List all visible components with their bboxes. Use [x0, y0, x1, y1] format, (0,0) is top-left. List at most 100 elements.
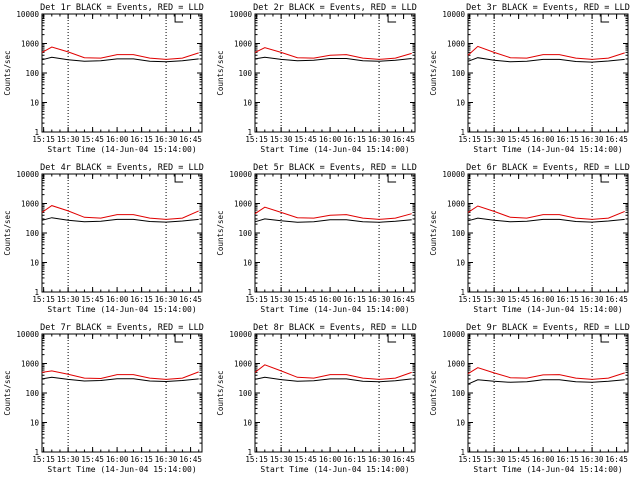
y-tick-label: 10000: [229, 330, 252, 339]
plot-frame: [41, 333, 203, 453]
lld-series-line: [467, 367, 625, 380]
lld-series-line: [254, 47, 412, 60]
y-tick-label: 10000: [442, 10, 465, 19]
detector-plot-6: Det 6r BLACK = Events, RED = LLD 1 10 100 10…: [429, 163, 630, 314]
y-tick-label: 1000: [447, 40, 466, 49]
y-axis-label: Counts/sec: [216, 50, 225, 95]
plot-frame: [254, 333, 416, 453]
x-tick-label: 16:45: [392, 455, 415, 464]
x-tick-label: 16:15: [343, 295, 366, 304]
detector-plot-8: Det 8r BLACK = Events, RED = LLD 1 10 100 10…: [216, 323, 417, 474]
x-tick-label: 15:45: [294, 295, 317, 304]
plot-frame: [467, 13, 629, 133]
x-tick-label: 15:45: [507, 455, 530, 464]
x-tick-label: 15:45: [507, 135, 530, 144]
x-tick-label: 15:30: [483, 135, 506, 144]
events-series-line: [467, 379, 625, 385]
y-axis-label: Counts/sec: [3, 370, 12, 415]
top-bracket-marker: [174, 174, 184, 183]
x-tick-label: 16:15: [556, 455, 579, 464]
x-axis-label: Start Time (14-Jun-04 15:14:00): [260, 145, 409, 154]
y-tick-label: 1: [34, 448, 39, 457]
y-tick-label: 1000: [21, 200, 40, 209]
y-tick-label: 1: [34, 288, 39, 297]
x-axis-label: Start Time (14-Jun-04 15:14:00): [260, 465, 409, 474]
x-tick-label: 16:30: [155, 295, 178, 304]
x-tick-label: 15:30: [483, 455, 506, 464]
x-tick-label: 16:00: [106, 295, 129, 304]
plot-title: Det 5r BLACK = Events, RED = LLD: [253, 163, 417, 173]
y-tick-label: 100: [238, 229, 252, 238]
events-series-line: [41, 56, 199, 63]
x-tick-label: 16:00: [532, 135, 555, 144]
y-tick-label: 1: [34, 128, 39, 137]
x-tick-label: 16:00: [532, 295, 555, 304]
x-axis-label: Start Time (14-Jun-04 15:14:00): [47, 465, 196, 474]
y-axis-label: Counts/sec: [429, 210, 438, 255]
plot-title: Det 7r BLACK = Events, RED = LLD: [40, 323, 204, 333]
y-tick-label: 1000: [234, 200, 253, 209]
top-bracket-marker: [600, 174, 610, 183]
y-axis-label: Counts/sec: [216, 370, 225, 415]
x-tick-label: 15:30: [483, 295, 506, 304]
y-tick-label: 1000: [447, 200, 466, 209]
top-bracket-marker: [387, 14, 397, 23]
x-tick-label: 15:30: [270, 295, 293, 304]
y-tick-label: 100: [451, 389, 465, 398]
x-tick-label: 16:30: [581, 135, 604, 144]
x-tick-label: 16:30: [581, 455, 604, 464]
x-tick-label: 16:00: [319, 295, 342, 304]
top-bracket-marker: [174, 14, 184, 23]
y-tick-label: 10000: [442, 330, 465, 339]
x-tick-label: 16:30: [581, 295, 604, 304]
events-series-line: [467, 217, 625, 223]
x-tick-label: 15:15: [458, 295, 481, 304]
y-tick-label: 10: [243, 99, 253, 108]
x-tick-label: 16:45: [605, 135, 628, 144]
y-tick-label: 1: [247, 288, 252, 297]
x-axis-label: Start Time (14-Jun-04 15:14:00): [473, 465, 622, 474]
y-tick-label: 1000: [21, 40, 40, 49]
plot-title: Det 4r BLACK = Events, RED = LLD: [40, 163, 204, 173]
x-tick-label: 15:15: [458, 455, 481, 464]
detector-plot-5: Det 5r BLACK = Events, RED = LLD 1 10 100 10…: [216, 163, 417, 314]
plot-frame: [254, 173, 416, 293]
y-tick-label: 100: [238, 389, 252, 398]
plot-title: Det 3r BLACK = Events, RED = LLD: [466, 3, 630, 13]
lld-series-line: [41, 205, 199, 220]
x-tick-label: 16:30: [155, 135, 178, 144]
x-tick-label: 15:30: [57, 295, 80, 304]
lld-series-line: [41, 370, 199, 380]
detector-plot-3: Det 3r BLACK = Events, RED = LLD 1 10 100 10…: [429, 3, 630, 154]
lld-series-line: [467, 45, 625, 60]
top-bracket-marker: [387, 334, 397, 343]
y-tick-label: 1000: [234, 40, 253, 49]
x-axis-label: Start Time (14-Jun-04 15:14:00): [473, 305, 622, 314]
y-tick-label: 1: [247, 448, 252, 457]
y-tick-label: 10000: [16, 330, 39, 339]
plot-title: Det 8r BLACK = Events, RED = LLD: [253, 323, 417, 333]
y-tick-label: 1: [247, 128, 252, 137]
x-tick-label: 16:45: [392, 135, 415, 144]
y-tick-label: 10000: [442, 170, 465, 179]
x-tick-label: 15:15: [245, 455, 268, 464]
x-tick-label: 15:30: [57, 135, 80, 144]
x-tick-label: 15:30: [270, 455, 293, 464]
plot-title: Det 9r BLACK = Events, RED = LLD: [466, 323, 630, 333]
y-tick-label: 100: [238, 69, 252, 78]
x-tick-label: 15:15: [32, 135, 55, 144]
x-tick-label: 15:45: [81, 455, 104, 464]
lld-series-line: [254, 364, 412, 380]
plot-frame: [41, 13, 203, 133]
y-tick-label: 10: [456, 259, 466, 268]
x-tick-label: 16:15: [556, 135, 579, 144]
y-tick-label: 100: [25, 229, 39, 238]
x-tick-label: 16:45: [179, 295, 202, 304]
x-tick-label: 16:30: [368, 455, 391, 464]
detector-plot-2: Det 2r BLACK = Events, RED = LLD 1 10 100 10…: [216, 3, 417, 154]
y-tick-label: 100: [451, 229, 465, 238]
events-series-line: [254, 218, 412, 223]
x-tick-label: 15:45: [81, 295, 104, 304]
y-tick-label: 10: [30, 99, 40, 108]
x-tick-label: 16:45: [179, 135, 202, 144]
